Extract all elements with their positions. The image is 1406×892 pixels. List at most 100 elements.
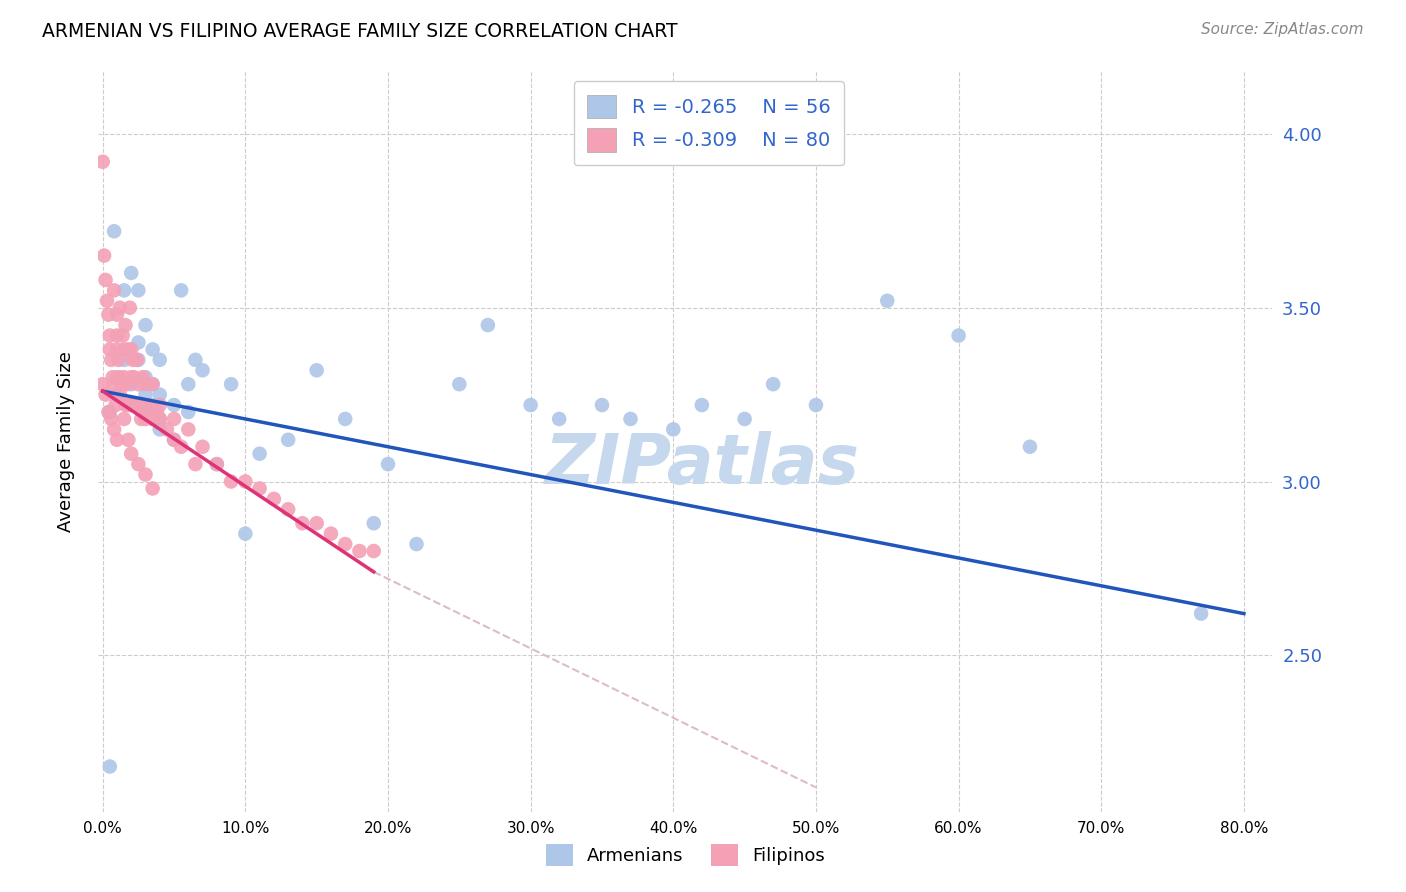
Point: [1019, 440, 1042, 454]
Point: [449, 377, 471, 392]
Point: [114, 398, 136, 412]
Point: [120, 266, 142, 280]
Text: ARMENIAN VS FILIPINO AVERAGE FAMILY SIZE CORRELATION CHART: ARMENIAN VS FILIPINO AVERAGE FAMILY SIZE…: [42, 22, 678, 41]
Point: [117, 433, 139, 447]
Point: [127, 352, 149, 367]
Point: [134, 387, 156, 401]
Point: [142, 343, 165, 357]
Point: [1189, 607, 1212, 621]
Point: [122, 370, 145, 384]
Point: [128, 398, 150, 412]
Point: [127, 377, 149, 392]
Point: [98, 759, 121, 773]
Point: [120, 398, 142, 412]
Point: [103, 377, 125, 392]
Point: [91, 154, 114, 169]
Point: [111, 328, 134, 343]
Point: [149, 422, 172, 436]
Point: [91, 377, 114, 392]
Point: [734, 412, 756, 426]
Point: [94, 387, 117, 401]
Point: [105, 433, 128, 447]
Point: [948, 328, 970, 343]
Point: [548, 412, 571, 426]
Point: [335, 412, 357, 426]
Point: [104, 398, 127, 412]
Point: [103, 422, 125, 436]
Point: [112, 283, 135, 297]
Point: [138, 398, 160, 412]
Point: [319, 526, 342, 541]
Point: [127, 335, 149, 350]
Point: [519, 398, 541, 412]
Point: [170, 283, 193, 297]
Point: [105, 308, 128, 322]
Point: [115, 377, 138, 392]
Point: [235, 526, 257, 541]
Point: [205, 457, 228, 471]
Point: [619, 412, 641, 426]
Point: [129, 412, 152, 426]
Point: [170, 440, 193, 454]
Point: [100, 352, 122, 367]
Legend: Armenians, Filipinos: Armenians, Filipinos: [538, 837, 832, 873]
Point: [120, 343, 142, 357]
Point: [118, 301, 141, 315]
Point: [124, 398, 146, 412]
Point: [134, 398, 156, 412]
Point: [177, 377, 200, 392]
Point: [105, 387, 128, 401]
Point: [876, 293, 898, 308]
Point: [112, 343, 135, 357]
Point: [149, 387, 172, 401]
Point: [100, 412, 122, 426]
Point: [98, 405, 121, 419]
Point: [163, 398, 186, 412]
Text: Source: ZipAtlas.com: Source: ZipAtlas.com: [1201, 22, 1364, 37]
Point: [662, 422, 685, 436]
Point: [93, 249, 115, 263]
Point: [108, 370, 131, 384]
Point: [277, 502, 299, 516]
Point: [97, 308, 120, 322]
Point: [291, 516, 314, 531]
Point: [349, 544, 371, 558]
Point: [377, 457, 399, 471]
Point: [177, 405, 200, 419]
Point: [105, 343, 128, 357]
Point: [120, 377, 142, 392]
Point: [249, 482, 271, 496]
Point: [101, 370, 124, 384]
Point: [163, 412, 186, 426]
Point: [114, 318, 136, 332]
Point: [335, 537, 357, 551]
Point: [127, 457, 149, 471]
Point: [149, 352, 172, 367]
Point: [177, 422, 200, 436]
Point: [94, 273, 117, 287]
Point: [149, 412, 172, 426]
Y-axis label: Average Family Size: Average Family Size: [56, 351, 75, 532]
Point: [120, 370, 142, 384]
Point: [112, 412, 135, 426]
Point: [305, 516, 328, 531]
Point: [142, 398, 165, 412]
Point: [120, 398, 142, 412]
Point: [108, 387, 131, 401]
Point: [191, 363, 214, 377]
Point: [103, 283, 125, 297]
Point: [134, 412, 156, 426]
Point: [149, 412, 172, 426]
Point: [277, 433, 299, 447]
Point: [142, 482, 165, 496]
Point: [142, 412, 165, 426]
Point: [97, 405, 120, 419]
Point: [134, 370, 156, 384]
Point: [405, 537, 427, 551]
Point: [205, 457, 228, 471]
Point: [117, 343, 139, 357]
Point: [117, 398, 139, 412]
Point: [305, 363, 328, 377]
Point: [134, 377, 156, 392]
Point: [112, 352, 135, 367]
